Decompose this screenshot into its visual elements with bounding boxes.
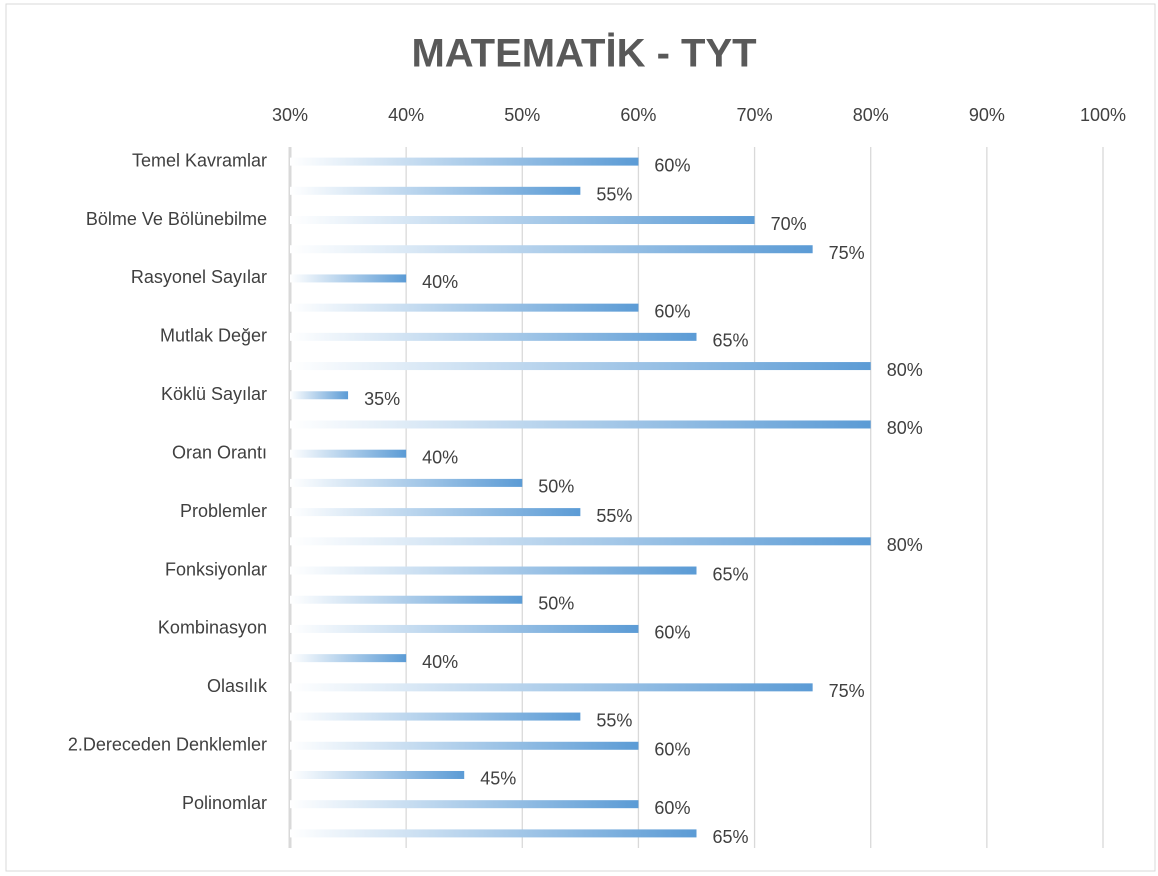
data-label: 60%: [654, 155, 690, 175]
data-label: 65%: [713, 827, 749, 847]
bar: [290, 654, 407, 663]
y-tick-label: Rasyonel Sayılar: [131, 267, 267, 287]
bar: [290, 186, 581, 195]
bar: [290, 420, 871, 429]
x-tick-label: 100%: [1080, 105, 1126, 125]
x-tick-label: 70%: [737, 105, 773, 125]
bar: [290, 332, 697, 341]
x-tick-label: 80%: [853, 105, 889, 125]
data-label: 75%: [829, 681, 865, 701]
y-tick-label: Mutlak Değer: [160, 326, 267, 346]
data-label: 70%: [771, 214, 807, 234]
data-label: 60%: [654, 798, 690, 818]
bar: [290, 362, 871, 371]
data-label: 35%: [364, 389, 400, 409]
y-tick-label: Problemler: [180, 501, 267, 521]
bar: [290, 303, 639, 312]
bar: [290, 566, 697, 575]
bar: [290, 595, 523, 604]
bar: [290, 245, 813, 254]
x-tick-label: 40%: [388, 105, 424, 125]
data-label: 80%: [887, 360, 923, 380]
data-label: 40%: [422, 272, 458, 292]
bar: [290, 712, 581, 721]
x-tick-label: 90%: [969, 105, 1005, 125]
bar: [290, 624, 639, 633]
bar: [290, 829, 697, 838]
bar: [290, 216, 755, 225]
x-tick-label: 60%: [620, 105, 656, 125]
bar: [290, 683, 813, 692]
data-label: 60%: [654, 740, 690, 760]
y-tick-label: Temel Kavramlar: [132, 150, 267, 170]
data-label: 55%: [596, 710, 632, 730]
data-label: 80%: [887, 418, 923, 438]
y-tick-label: Fonksiyonlar: [165, 559, 267, 579]
bar: [290, 391, 349, 400]
x-tick-label: 30%: [272, 105, 308, 125]
data-label: 45%: [480, 769, 516, 789]
bar: [290, 478, 523, 487]
data-label: 60%: [654, 623, 690, 643]
data-label: 55%: [596, 185, 632, 205]
bar: [290, 770, 465, 779]
data-label: 40%: [422, 652, 458, 672]
x-tick-label: 50%: [504, 105, 540, 125]
data-label: 60%: [654, 301, 690, 321]
y-tick-label: Kombinasyon: [158, 618, 267, 638]
data-label: 75%: [829, 243, 865, 263]
data-label: 80%: [887, 535, 923, 555]
bar: [290, 449, 407, 458]
data-label: 55%: [596, 506, 632, 526]
y-tick-label: 2.Dereceden Denklemler: [68, 735, 267, 755]
y-tick-label: Oran Orantı: [172, 442, 267, 462]
data-label: 65%: [713, 564, 749, 584]
bar: [290, 274, 407, 283]
y-tick-label: Bölme Ve Bölünebilme: [86, 209, 267, 229]
bar: [290, 741, 639, 750]
y-tick-label: Olasılık: [207, 676, 268, 696]
chart-frame: [5, 3, 1156, 872]
bar: [290, 157, 639, 166]
data-label: 50%: [538, 477, 574, 497]
data-label: 65%: [713, 331, 749, 351]
y-tick-label: Polinomlar: [182, 793, 267, 813]
data-label: 50%: [538, 593, 574, 613]
bar: [290, 800, 639, 809]
y-tick-label: Köklü Sayılar: [161, 384, 267, 404]
chart-title: MATEMATİK - TYT: [411, 32, 756, 76]
bar: [290, 508, 581, 517]
data-label: 40%: [422, 447, 458, 467]
bar: [290, 537, 871, 546]
